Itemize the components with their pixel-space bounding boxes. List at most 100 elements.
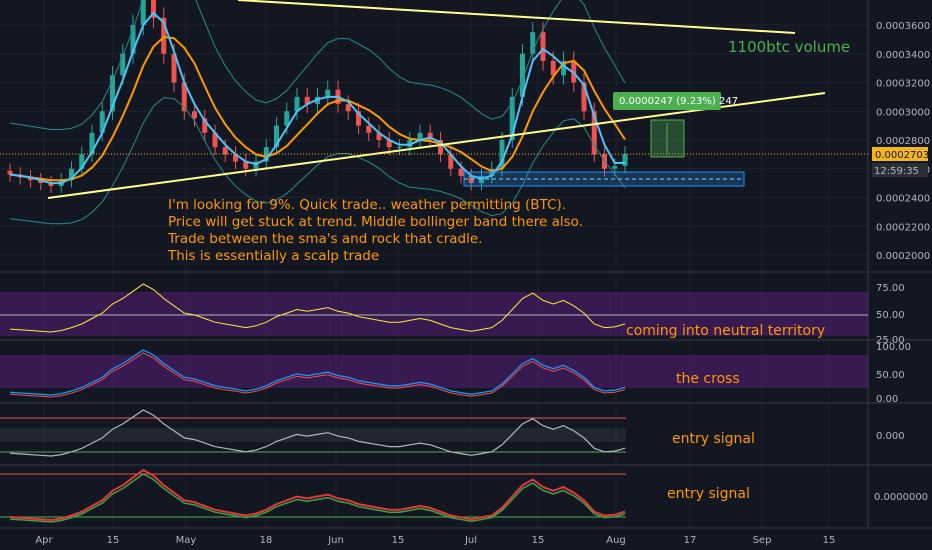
stoch-band <box>0 355 868 388</box>
candle-body <box>622 153 628 166</box>
price-tick: 0.0002200 <box>876 222 930 233</box>
candle-body <box>550 60 556 76</box>
osc2-note: entry signal <box>667 486 750 502</box>
time-tick: 15 <box>107 535 120 546</box>
volume-note: 1100btc volume <box>728 38 850 56</box>
main-note-line-4: This is essentially a scalp trade <box>167 248 379 264</box>
candle-body <box>448 154 454 169</box>
current-price-label: 0.0002703 <box>875 150 929 161</box>
rsi-axis-50: 50.00 <box>876 310 905 321</box>
indicator-panes <box>0 283 868 523</box>
candle-body <box>38 180 44 184</box>
bollinger-lower <box>9 97 626 225</box>
support-trendline <box>47 92 826 199</box>
price-tick: 0.0002800 <box>876 136 930 147</box>
candle-body <box>356 111 361 126</box>
candle-body <box>212 132 218 148</box>
stoch-axis-100: 100.00 <box>876 342 911 353</box>
candle-body <box>581 82 587 112</box>
price-tick: 0.0003200 <box>876 79 930 90</box>
price-tick: 0.0003600 <box>876 21 930 32</box>
candle-body <box>161 17 167 54</box>
osc2-green-line <box>9 473 626 523</box>
main-note-line-3: Trade between the sma's and rock that cr… <box>167 231 482 247</box>
candle-body <box>591 111 597 155</box>
time-tick: Jul <box>464 535 477 546</box>
candle-body <box>130 25 136 54</box>
candle-body <box>417 132 423 140</box>
candle-body <box>561 60 566 76</box>
sma-fast-line <box>9 11 626 185</box>
candle-body <box>530 32 536 54</box>
candle-body <box>171 53 177 83</box>
measure-label: 0.0000247 (9.23%) 247 <box>619 96 738 107</box>
candle-body <box>612 165 618 169</box>
time-tick: Apr <box>35 535 53 546</box>
stoch-axis-50: 50.00 <box>876 370 905 381</box>
osc1-note: entry signal <box>672 431 755 447</box>
candle-body <box>202 118 208 133</box>
rsi-axis-75: 75.00 <box>876 283 905 294</box>
candle-body <box>468 175 474 184</box>
stoch-k-line <box>9 349 626 396</box>
candle-body <box>325 89 331 97</box>
candle-body <box>99 111 105 133</box>
measure-tooltip: 0.0000247 (9.23%) 247 <box>613 92 738 110</box>
candle-body <box>376 132 382 140</box>
candle-body <box>181 82 187 112</box>
time-tick: 15 <box>532 535 545 546</box>
osc2-red-line <box>9 468 626 522</box>
candle-body <box>438 140 443 155</box>
main-note-line-1: I'm looking for 9%. Quick trade.. weathe… <box>168 197 566 213</box>
bollinger-upper <box>9 0 626 130</box>
stoch-d-line <box>9 352 626 398</box>
rsi-band <box>0 292 868 336</box>
time-tick: May <box>176 535 197 546</box>
candle-body <box>366 125 372 133</box>
candle-body <box>509 96 515 140</box>
candle-body <box>192 111 197 119</box>
candle-body <box>479 175 484 184</box>
candle-body <box>427 132 433 140</box>
candle-body <box>89 132 95 155</box>
rsi-line <box>9 283 626 333</box>
candle-body <box>253 161 259 169</box>
candle-body <box>243 161 249 169</box>
countdown-label: 12:59:35 <box>874 166 919 177</box>
price-tick: 0.0003400 <box>876 50 930 61</box>
candle-body <box>520 53 525 97</box>
candle-body <box>294 96 300 112</box>
candle-body <box>397 147 402 149</box>
time-tick: 18 <box>260 535 273 546</box>
current-price-tag: 0.0002703 12:59:35 <box>872 147 929 177</box>
candle-body <box>69 168 74 181</box>
time-axis[interactable]: Apr 15 May 18 Jun 15 Jul 15 Aug 17 Sep 15 <box>35 535 835 546</box>
rsi-axis-25: 25.00 <box>876 335 905 346</box>
candle-body <box>140 0 146 25</box>
candle-body <box>233 154 238 162</box>
candle-body <box>284 111 290 126</box>
candle-body <box>386 140 392 148</box>
stoch-axis-0: 0.00 <box>876 394 898 405</box>
overlays <box>0 0 868 225</box>
candle-body <box>407 140 413 148</box>
time-tick: Sep <box>753 535 772 546</box>
price-tick: 0.0002400 <box>876 194 930 205</box>
candle-body <box>540 32 546 61</box>
price-tick: 0.0002000 <box>876 251 930 262</box>
sma-slow-line <box>9 35 626 182</box>
candle-body <box>79 154 85 169</box>
time-tick: 17 <box>684 535 697 546</box>
osc1-axis-0: 0.000 <box>876 431 905 442</box>
resistance-trendline <box>237 0 796 34</box>
price-axis[interactable]: 0.0003600 0.0003400 0.0003200 0.0003000 0.00… <box>876 21 930 262</box>
main-note-line-2: Price will get stuck at trend. Middle bo… <box>168 214 583 230</box>
candle-body <box>7 170 13 175</box>
candle-body <box>458 168 464 176</box>
rsi-note: coming into neutral territory <box>626 323 825 339</box>
osc2-axis-0: 0.0000000 <box>874 492 928 503</box>
candle-body <box>151 0 156 18</box>
price-tick: 0.0003000 <box>876 107 930 118</box>
